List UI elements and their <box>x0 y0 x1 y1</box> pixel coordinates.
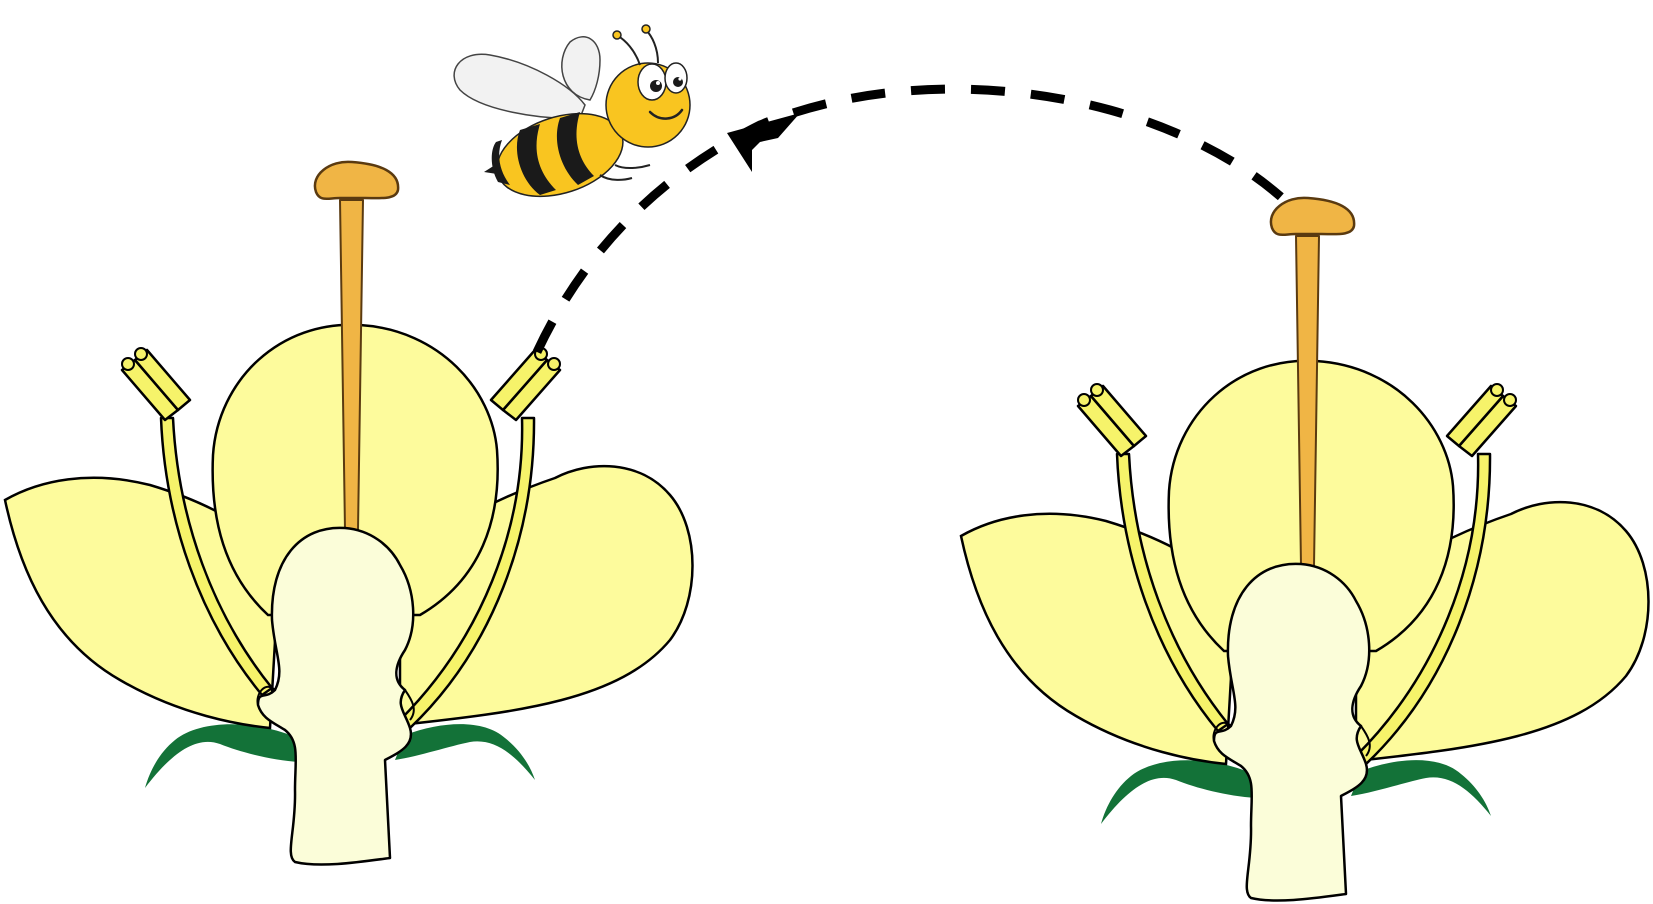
flower-right <box>959 196 1650 902</box>
bee-wing-front <box>453 53 586 120</box>
bee <box>453 24 691 198</box>
bee-smile <box>648 108 684 120</box>
bee-leg-2 <box>599 174 633 181</box>
bee-stinger <box>484 165 497 174</box>
arrowhead-icon <box>727 113 800 172</box>
bee-leg-1 <box>614 164 651 169</box>
bee-antenna-right <box>645 29 659 64</box>
bee-antenna-left <box>617 35 641 66</box>
bee-wing-back <box>561 36 601 101</box>
pollen-path-arrow <box>532 84 1299 354</box>
pollen-path <box>532 84 1299 354</box>
bee-stripe-1 <box>516 124 556 195</box>
bee-stripe-2 <box>556 112 594 185</box>
flower-left <box>3 160 694 866</box>
